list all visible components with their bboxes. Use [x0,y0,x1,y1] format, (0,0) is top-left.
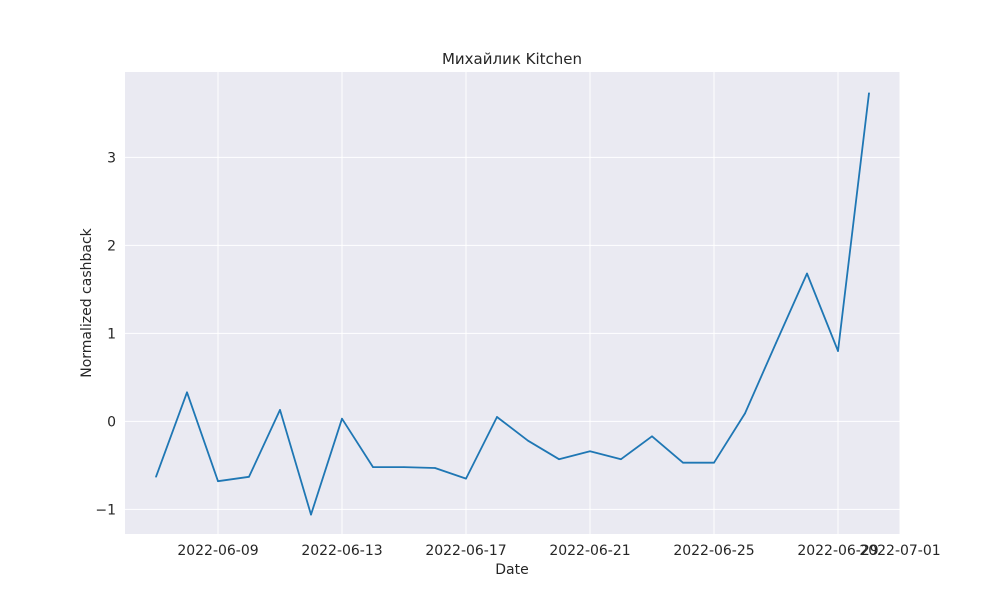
data-point [806,272,808,275]
data-point [372,466,374,468]
grid-lines [125,72,901,534]
x-tick-label: 2022-06-25 [673,543,754,559]
data-point [527,439,529,442]
data-point [217,480,219,483]
series-line [155,92,870,516]
y-tick-label: 2 [107,238,116,254]
x-axis-title: Date [495,562,528,578]
y-tick-label: 3 [107,150,116,166]
data-point [744,412,746,415]
x-tick-label: 2022-06-09 [177,543,258,559]
data-point [868,92,870,94]
data-point [248,476,250,478]
y-axis-title: Normalized cashback [79,227,95,377]
chart-title: Михайлик Kitchen [442,50,582,68]
x-tick-label: 2022-06-29 [797,543,878,559]
data-point [155,476,157,478]
series-layer [155,92,870,516]
x-tick-labels: 2022-06-09 2022-06-13 2022-06-17 2022-06-21… [177,543,940,559]
data-point [651,435,653,438]
data-point [434,467,436,469]
y-tick-label: 0 [107,414,116,430]
data-point [279,409,281,411]
x-tick-label: 2022-06-13 [301,543,382,559]
data-point [837,350,839,352]
data-point [682,461,684,464]
data-point [465,477,467,480]
y-tick-labels: −1 0 1 2 3 [95,150,116,518]
data-point [341,417,343,420]
data-point [589,450,591,453]
data-point [620,458,622,461]
x-tick-label: 2022-07-01 [859,543,940,559]
x-tick-label: 2022-06-17 [425,543,506,559]
y-tick-label: −1 [95,502,116,518]
data-point [496,416,498,418]
y-tick-label: 1 [107,326,116,342]
data-point [775,342,777,344]
data-point [186,391,188,394]
x-tick-label: 2022-06-21 [549,543,630,559]
plot-background [125,72,900,534]
data-point [558,458,560,461]
data-point [403,466,405,468]
data-point [713,461,715,464]
data-point [310,513,312,516]
